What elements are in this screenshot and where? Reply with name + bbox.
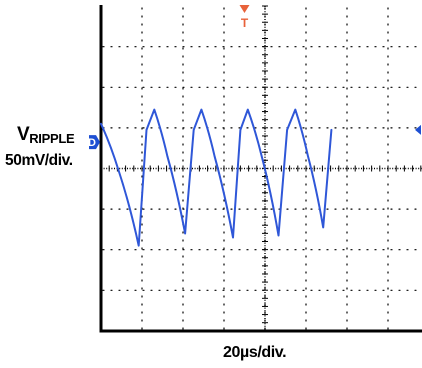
y-axis-label: VRIPPLE <box>17 124 75 146</box>
x-axis-scale-label: 20µs/div. <box>223 344 287 361</box>
channel-marker-label: D <box>88 137 96 149</box>
trigger-marker: T <box>239 5 250 30</box>
y-axis-scale-label: 50mV/div. <box>5 152 73 169</box>
trigger-marker-label: T <box>241 16 249 30</box>
level-marker-right <box>415 124 421 135</box>
channel-marker: D <box>88 135 100 150</box>
channel-marker-shape <box>89 135 100 150</box>
plot-frame <box>99 5 422 333</box>
ripple-trace <box>100 108 333 247</box>
trigger-marker-arrow <box>239 5 250 13</box>
grid <box>100 5 422 332</box>
marker-group: DT <box>88 5 421 150</box>
trace-group <box>100 108 333 247</box>
